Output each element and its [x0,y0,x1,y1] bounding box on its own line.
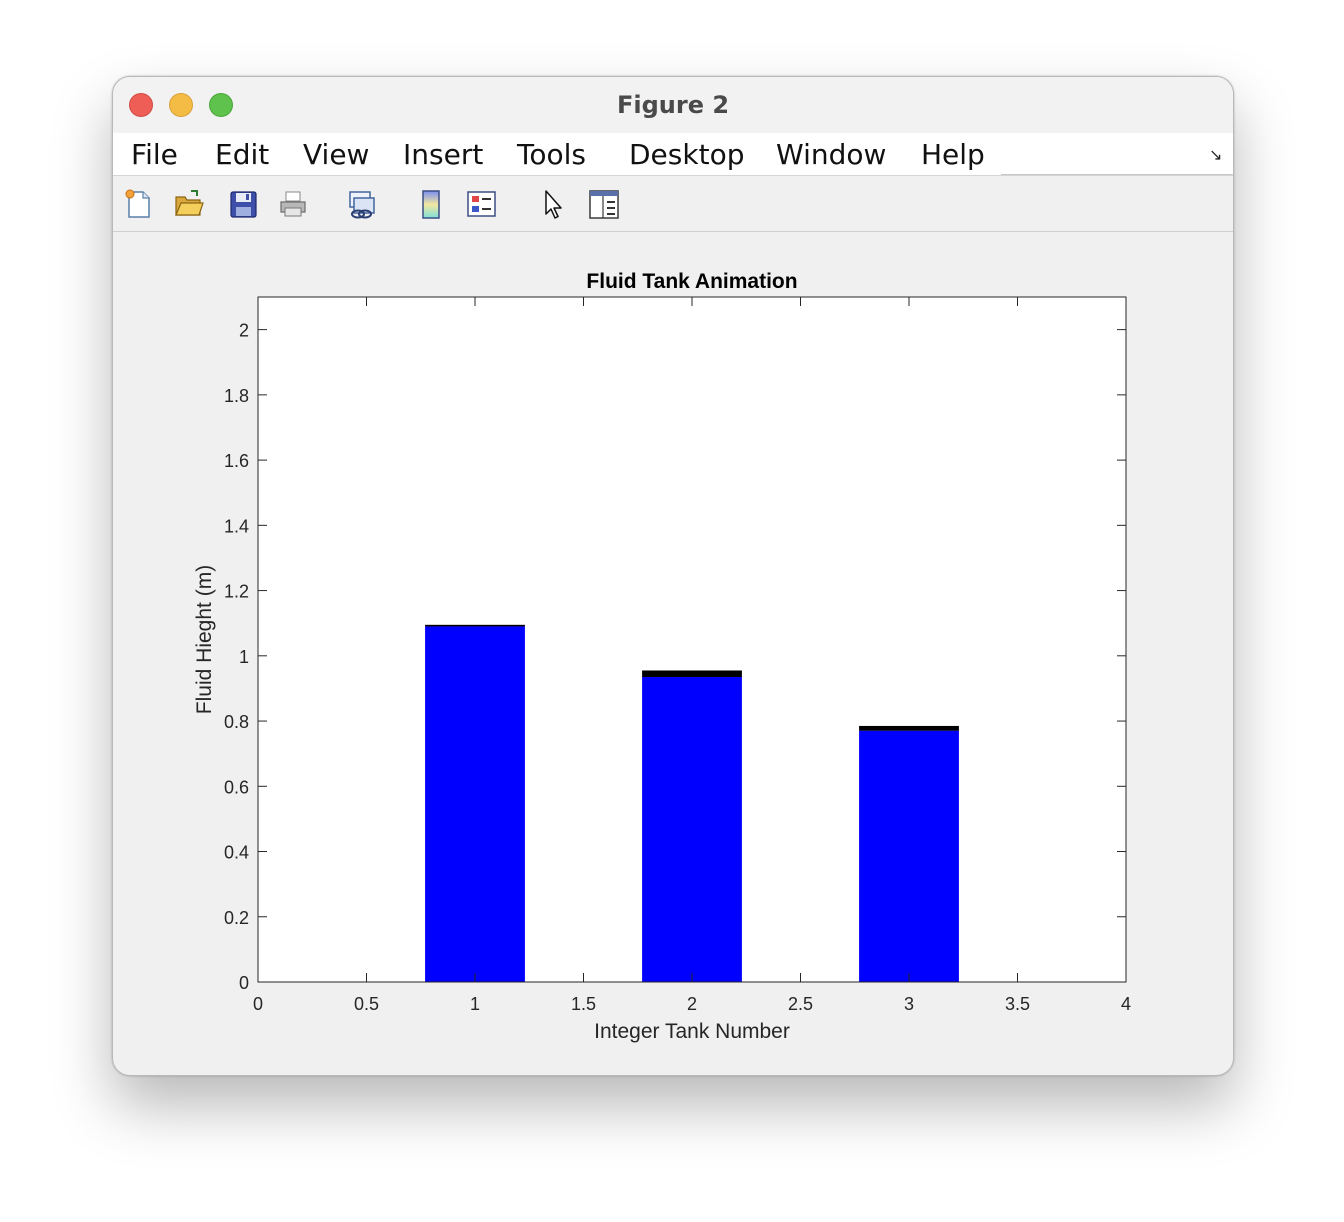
y-tick-label: 1.4 [224,516,249,536]
toolbar [113,176,1233,232]
property-inspector-icon[interactable] [587,188,619,220]
link-plot-icon[interactable] [345,188,377,220]
y-tick-label: 0.8 [224,712,249,732]
y-tick-label: 1.6 [224,451,249,471]
pointer-icon[interactable] [537,188,569,220]
bar [425,626,525,982]
dock-arrow-icon[interactable]: ↘ [1209,147,1223,164]
close-button[interactable] [129,93,153,117]
zoom-button[interactable] [209,93,233,117]
x-tick-label: 1.5 [571,994,596,1014]
menu-edit[interactable]: Edit [215,138,270,171]
open-file-icon[interactable] [173,188,205,220]
print-icon[interactable] [277,188,309,220]
colorbar-icon[interactable] [415,188,447,220]
x-tick-label: 3.5 [1005,994,1030,1014]
bar-top-band [859,725,959,731]
menu-divider [1001,174,1233,175]
x-tick-label: 0.5 [354,994,379,1014]
title-bar[interactable]: Figure 2 [113,77,1233,134]
bar-top-band [425,624,525,627]
menu-view[interactable]: View [303,138,370,171]
new-figure-icon[interactable] [123,188,155,220]
y-tick-label: 0.6 [224,777,249,797]
minimize-button[interactable] [169,93,193,117]
x-tick-label: 2.5 [788,994,813,1014]
y-tick-label: 0.2 [224,908,249,928]
menu-tools[interactable]: Tools [517,138,586,171]
x-tick-label: 1 [470,994,480,1014]
x-tick-label: 3 [904,994,914,1014]
y-axis-title: Fluid Hieght (m) [193,565,216,714]
y-tick-label: 1 [239,647,249,667]
y-tick-label: 1.2 [224,582,249,602]
legend-icon[interactable] [465,188,497,220]
save-icon[interactable] [227,188,259,220]
x-tick-label: 0 [253,994,263,1014]
y-tick-label: 0.4 [224,843,249,863]
menu-insert[interactable]: Insert [403,138,484,171]
menu-bar: File Edit View Insert Tools Desktop Wind… [113,133,1233,176]
x-axis-title: Integer Tank Number [594,1020,790,1043]
axes-box [257,296,1127,983]
x-tick-label: 4 [1121,994,1131,1014]
y-tick-label: 2 [239,321,249,341]
bar-top-band [642,670,742,678]
menu-desktop[interactable]: Desktop [629,138,745,171]
x-tick-label: 2 [687,994,697,1014]
menu-file[interactable]: File [131,138,178,171]
y-tick-label: 1.8 [224,386,249,406]
menu-help[interactable]: Help [921,138,985,171]
y-tick-label: 0 [239,973,249,993]
window-title: Figure 2 [616,91,730,119]
menu-window[interactable]: Window [776,138,887,171]
chart-title: Fluid Tank Animation [586,270,797,293]
bar [642,677,742,982]
bar [859,730,959,982]
